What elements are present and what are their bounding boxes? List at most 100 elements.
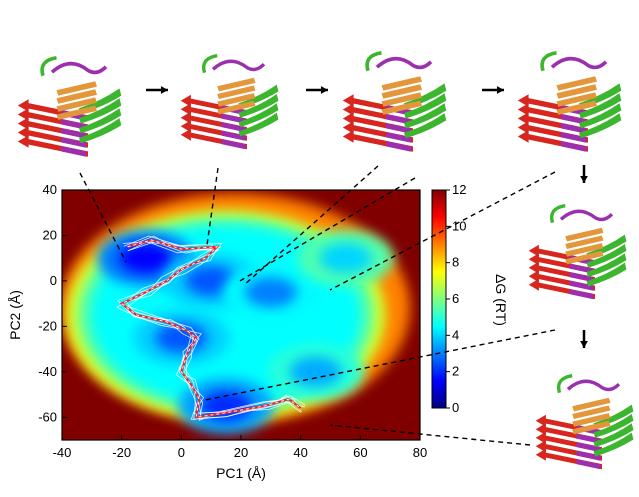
strand-arrowhead [528, 270, 539, 283]
beta-strand-purple [61, 128, 87, 139]
structure-5 [528, 204, 627, 300]
beta-strand-green [79, 118, 122, 144]
sequence-arrowhead [580, 175, 588, 183]
x-ticks: -40 -20 0 20 40 60 80 [53, 435, 427, 460]
x-tick-label: 0 [178, 445, 185, 460]
colorbar-tick-label: 8 [452, 255, 459, 270]
strand-arrowhead [17, 108, 29, 121]
y-tick-label: -60 [38, 409, 57, 424]
energy-basin-core [244, 277, 297, 308]
loop-purple [375, 56, 433, 70]
colorbar-tick-label: 2 [452, 364, 459, 379]
beta-strand-orange [217, 85, 256, 100]
strand-arrowhead [17, 117, 29, 130]
strand-arrowhead [517, 94, 529, 107]
colorbar-tick-label: 4 [452, 327, 459, 342]
sequence-arrowhead [160, 86, 168, 94]
energy-basin-core [289, 356, 342, 387]
strand-arrowhead [528, 244, 539, 257]
x-tick-label: 80 [413, 445, 427, 460]
beta-strand-purple [576, 450, 601, 461]
colorbar-ticks: 12 10 8 6 4 2 0 [446, 182, 466, 415]
beta-strand-green [586, 253, 627, 278]
loop-green [557, 374, 573, 394]
colorbar-tick-label: 10 [452, 218, 466, 233]
beta-strand-purple [386, 141, 412, 152]
plot-area: -40 -20 0 20 40 60 80 40 20 0 -20 -40 -60 PC1 (Å) P… [7, 182, 427, 481]
colorbar-label: ΔG (RT) [493, 274, 509, 326]
beta-strand-orange [381, 76, 422, 91]
beta-strand-purple [569, 263, 594, 274]
beta-strand-purple [561, 123, 587, 134]
beta-strand-orange [556, 84, 597, 99]
leader-line [237, 177, 416, 283]
beta-strand-purple [386, 132, 412, 143]
energy-basin-core [155, 322, 208, 353]
strand-arrowhead [535, 414, 546, 427]
strand-arrowhead [535, 440, 546, 453]
beta-strand-green [238, 93, 279, 118]
y-tick-label: 0 [50, 273, 57, 288]
beta-strand-purple [561, 141, 587, 152]
x-tick-label: -20 [112, 445, 131, 460]
beta-strand-green [238, 103, 279, 128]
beta-strand-orange [56, 89, 97, 104]
strand-arrowhead [17, 135, 29, 148]
energy-basin-core [319, 243, 372, 274]
beta-strand-orange [572, 420, 611, 435]
strand-arrowhead [180, 103, 191, 116]
leader-line [79, 172, 127, 263]
loop-green [540, 51, 557, 72]
strand-arrowhead [180, 111, 191, 124]
beta-strand-orange [56, 81, 97, 96]
structure-3 [342, 51, 447, 152]
x-tick-label: 40 [293, 445, 307, 460]
beta-strand-orange [572, 413, 611, 427]
beta-strand-purple [576, 442, 601, 453]
beta-strand-orange [56, 97, 97, 112]
beta-strand-green [593, 423, 634, 448]
strand-arrowhead [180, 94, 191, 107]
beta-strand-green [404, 93, 447, 119]
beta-strand-purple [561, 114, 587, 125]
beta-strand-orange [556, 100, 597, 115]
strand-arrowhead [180, 128, 191, 141]
strand-arrowhead [528, 261, 539, 274]
beta-strand-orange [556, 76, 597, 91]
beta-strand-orange [217, 93, 256, 107]
strand-arrowhead [517, 121, 529, 134]
beta-strand-purple [61, 146, 87, 157]
beta-strand-green [79, 108, 122, 134]
strand-arrowhead [342, 103, 354, 116]
beta-strand-green [79, 98, 122, 124]
y-ticks: 40 20 0 -20 -40 -60 [38, 182, 67, 424]
beta-strand-orange [565, 235, 604, 250]
strand-arrowhead [528, 253, 539, 266]
beta-strand-orange [381, 84, 422, 99]
colorbar: 12 10 8 6 4 2 0 ΔG (RT) [431, 182, 509, 415]
structure-2 [180, 54, 279, 150]
beta-strand-green [238, 112, 279, 137]
loop-green [40, 56, 57, 77]
beta-strand-purple [386, 114, 412, 125]
loop-purple [566, 379, 621, 392]
strand-arrowhead [342, 121, 354, 134]
beta-strand-purple [221, 130, 246, 141]
beta-strand-green [579, 93, 622, 119]
beta-strand-orange [217, 77, 256, 92]
strand-arrowhead [517, 103, 529, 116]
strand-arrowhead [535, 431, 546, 444]
beta-strand-orange [381, 100, 422, 115]
beta-strand-purple [569, 280, 594, 291]
leader-lines [79, 165, 556, 446]
beta-strand-orange [565, 250, 604, 265]
beta-strand-purple [221, 139, 246, 150]
beta-strand-green [593, 413, 634, 438]
loop-green [550, 204, 566, 224]
beta-strand-purple [61, 137, 87, 148]
beta-strand-orange [381, 92, 422, 107]
beta-strand-purple [221, 113, 246, 124]
strand-arrowhead [342, 94, 354, 107]
y-tick-label: -20 [38, 318, 57, 333]
strand-arrowhead [17, 99, 29, 112]
